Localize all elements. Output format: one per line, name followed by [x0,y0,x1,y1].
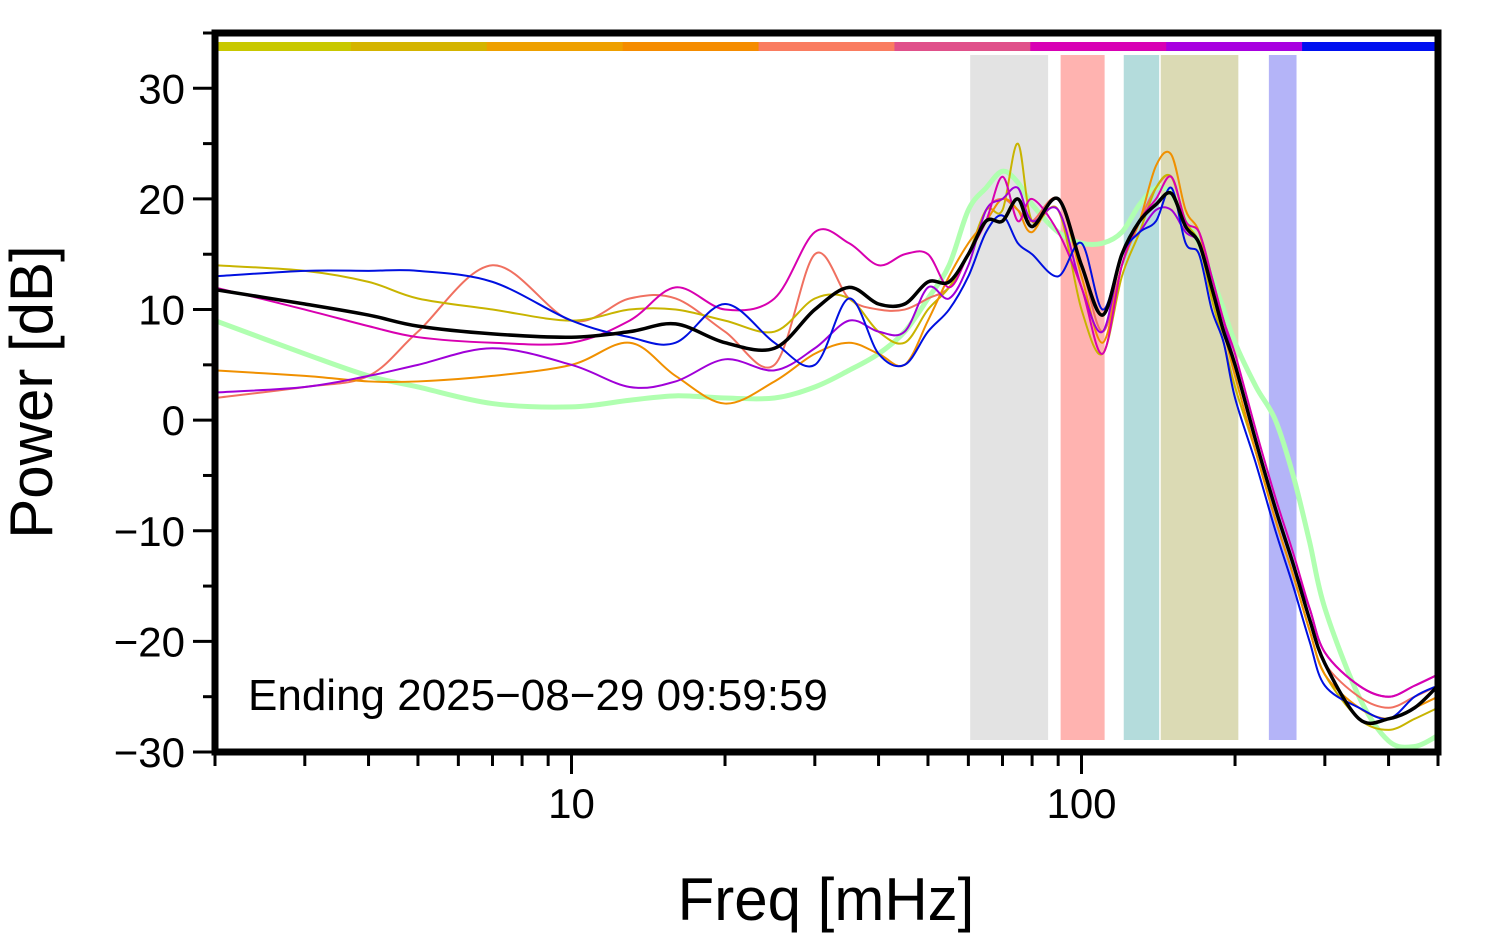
plot-frame [211,29,1442,756]
series-line [215,175,1438,698]
band [1060,55,1105,740]
series-line [215,186,1438,721]
series-line [215,190,1438,726]
band [1123,55,1160,740]
annotation: Ending 2025−08−29 09:59:59 [248,671,828,720]
y-tick-label: 10 [138,287,185,334]
lines [215,142,1438,750]
band [1160,55,1239,740]
color-bar-segment [350,42,488,51]
y-tick-label: 20 [138,176,185,223]
color-bar-segment [622,42,760,51]
bands [970,55,1297,740]
y-tick-label: 0 [162,397,185,444]
y-tick-label: −10 [114,508,185,555]
x-tick-label: 10 [548,780,595,827]
band [970,55,1049,740]
color-bar-segment [1302,42,1439,51]
y-axis-label: Power [dB] [0,245,65,538]
y-tick-label: −20 [114,618,185,665]
band [1268,55,1297,740]
y-tick-label: 30 [138,65,185,112]
y-tick-label: −30 [114,729,185,776]
color-bar-segment [486,42,624,51]
x-axis-label: Freq [mHz] [678,866,975,933]
color-bar-segment [1030,42,1167,51]
color-bar-segment [758,42,895,51]
color-bar-segment [215,42,352,51]
x-tick-label: 100 [1046,780,1116,827]
color-bar-segment [1166,42,1303,51]
color-bar-segment [894,42,1031,51]
